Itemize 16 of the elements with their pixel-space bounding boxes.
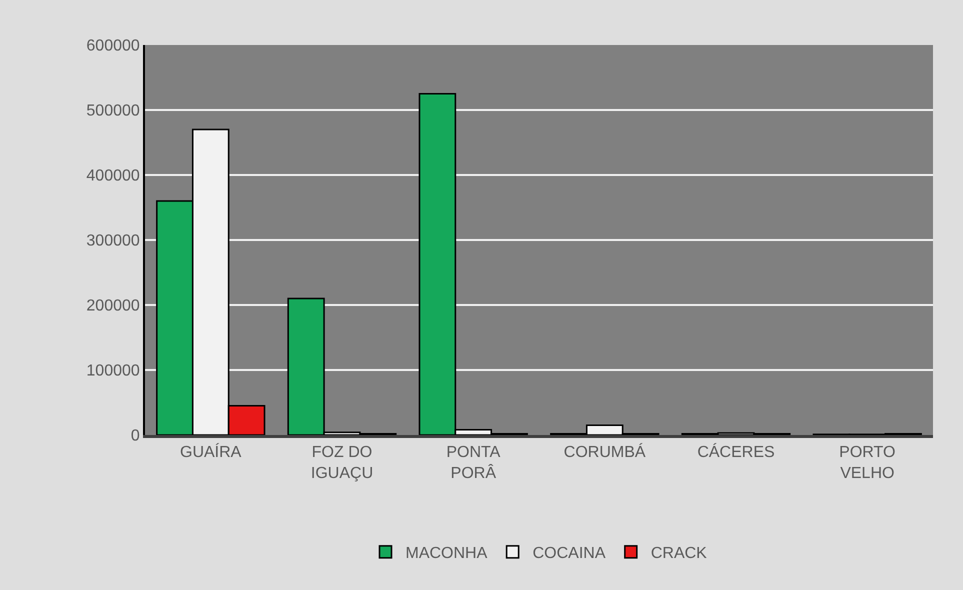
x-tick-label: PONTA PORÂ xyxy=(446,444,501,482)
y-tick-label: 300000 xyxy=(86,232,140,250)
x-tick-label: FOZ DO IGUAÇU xyxy=(310,444,374,482)
x-tick-label: CORUMBÁ xyxy=(564,443,646,462)
y-tick-label: 400000 xyxy=(86,168,140,185)
x-tick-label: CÁCERES xyxy=(697,443,775,462)
x-tick-label: PORTO VELHO xyxy=(839,444,896,482)
legend-label: COCAINA xyxy=(532,545,606,562)
legend-label: MACONHA xyxy=(406,545,488,562)
y-tick-label: 100000 xyxy=(86,362,140,380)
y-tick-label: 0 xyxy=(130,428,140,445)
legend-label: CRACK xyxy=(650,545,708,562)
y-tick-label: 600000 xyxy=(86,38,140,55)
y-tick-label: 500000 xyxy=(86,102,140,120)
y-tick-label: 200000 xyxy=(86,298,140,315)
x-tick-label: GUAÍRA xyxy=(180,443,242,462)
